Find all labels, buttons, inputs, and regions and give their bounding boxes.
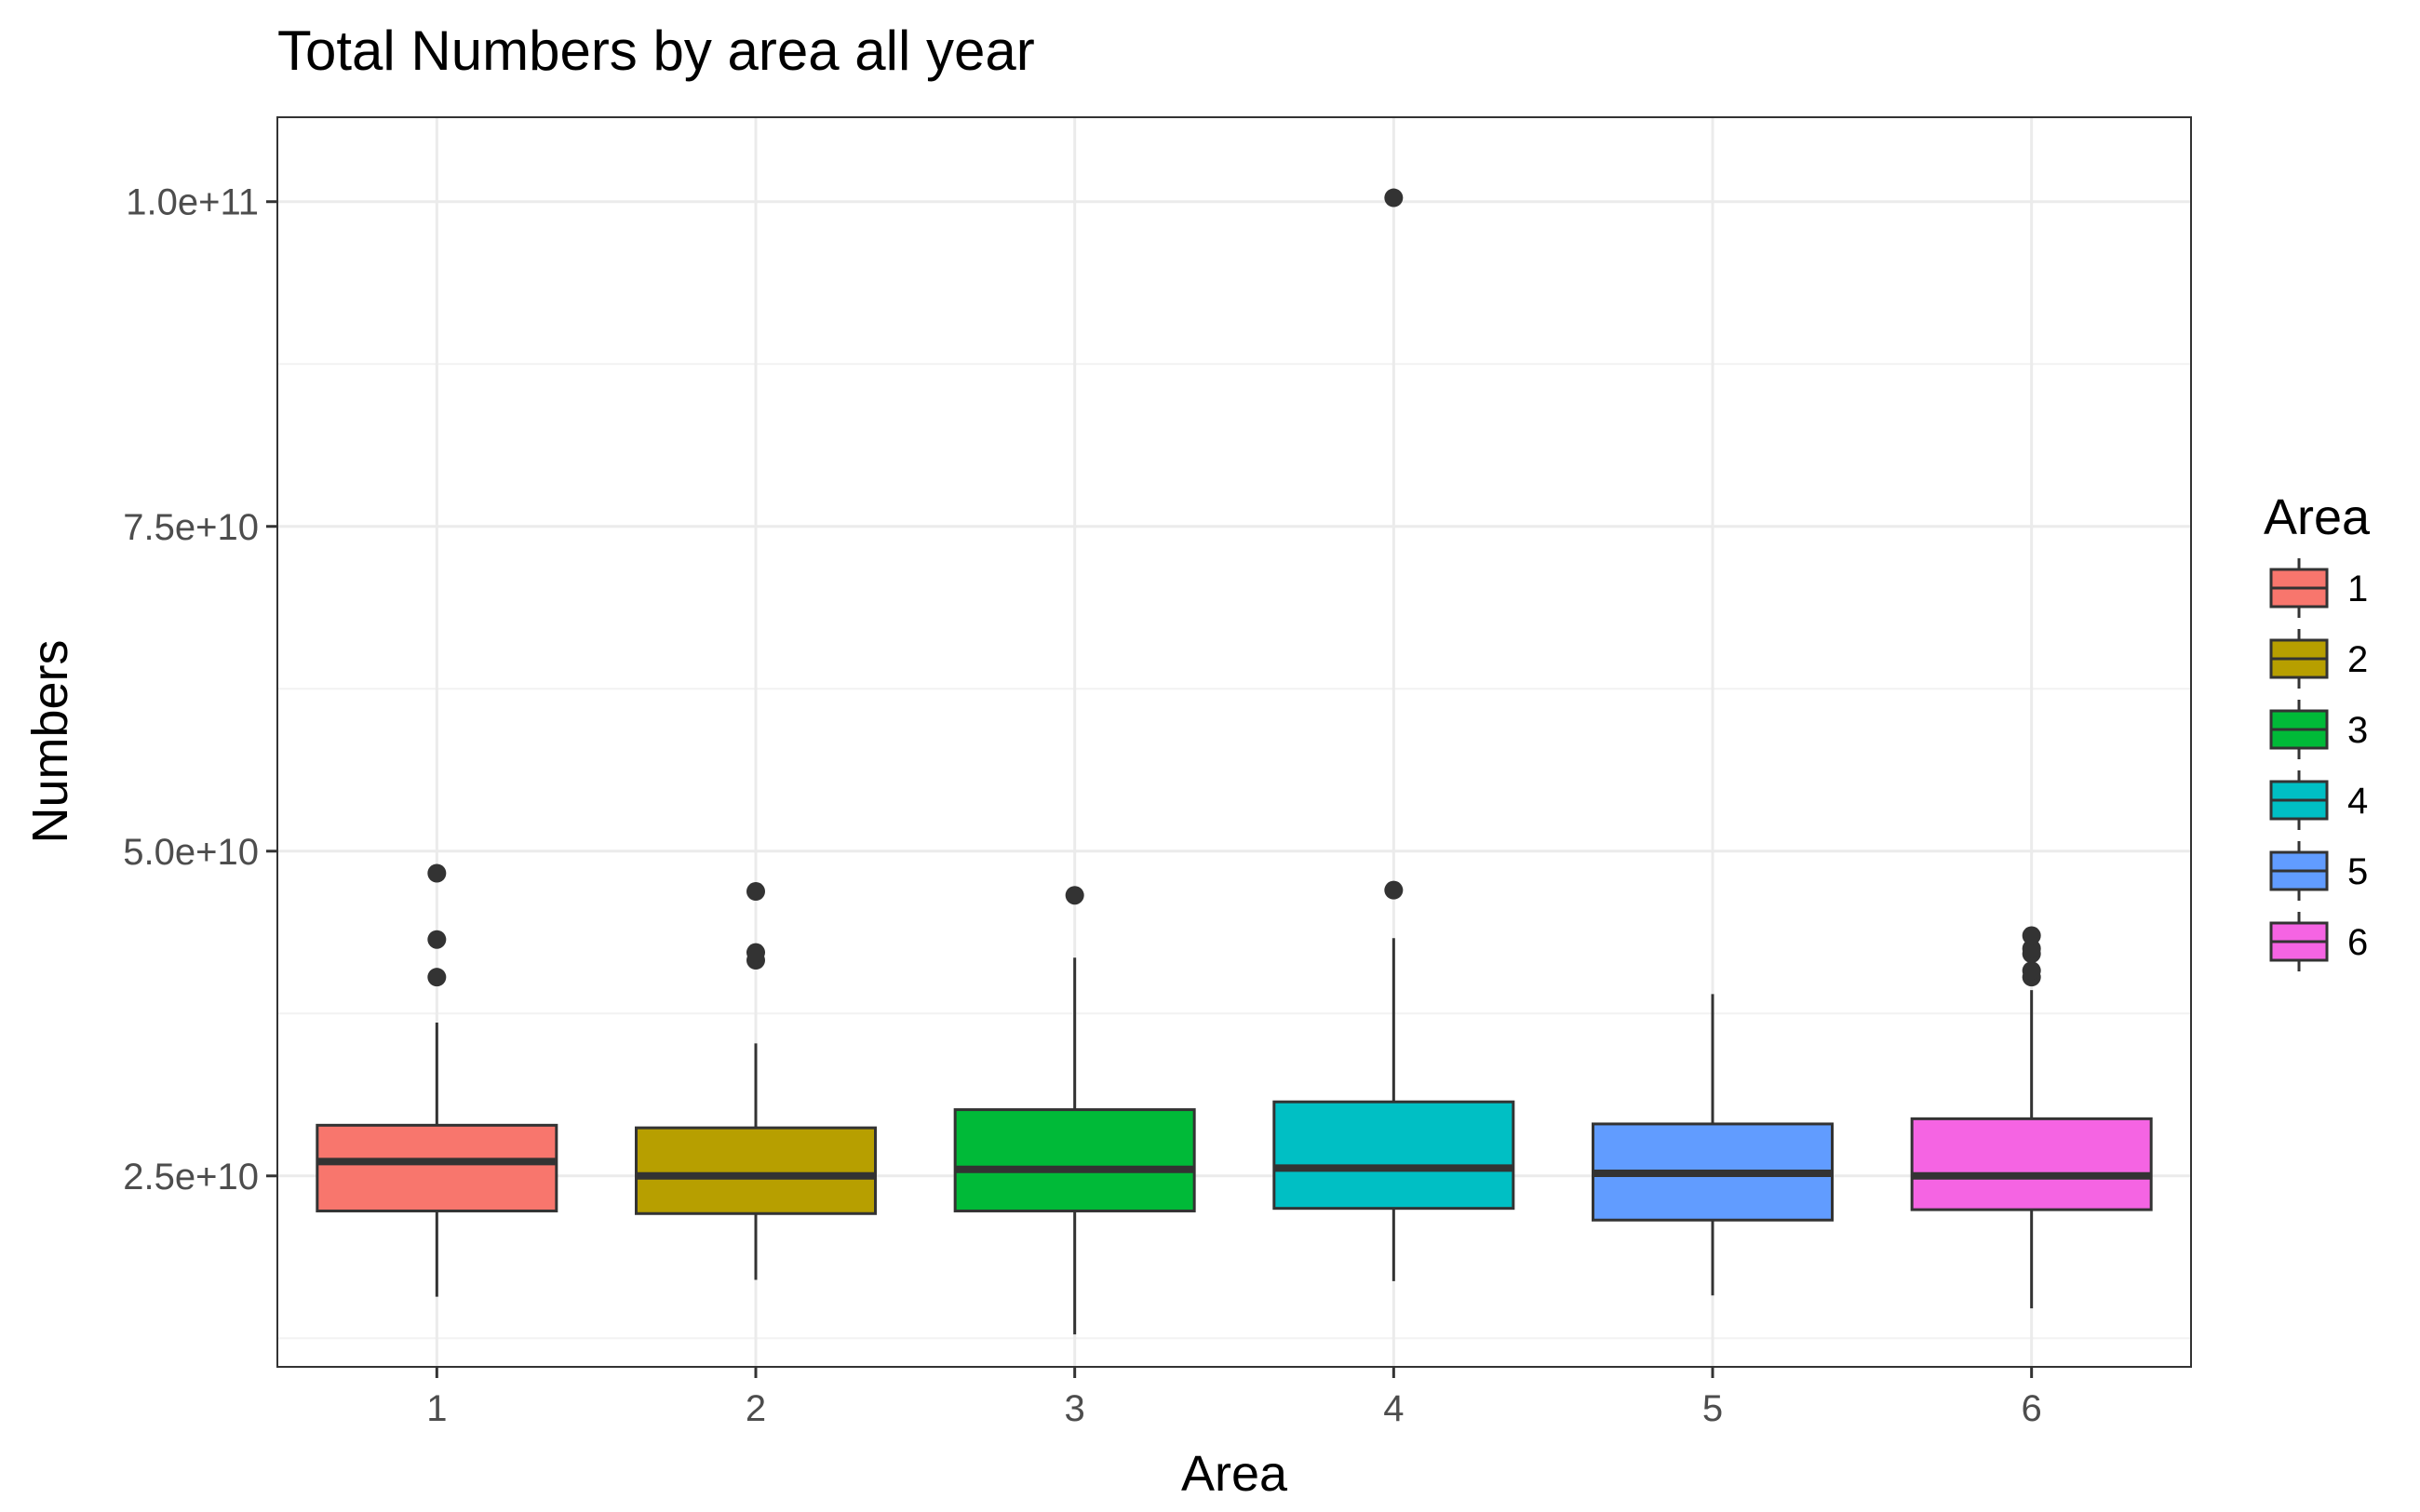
box (1272, 1100, 1515, 1211)
box (1910, 1117, 2153, 1211)
box-group-6 (1910, 926, 2153, 1309)
legend-item-4: 4 (2269, 770, 2368, 830)
y-tick-label: 5.0e+10 (123, 832, 259, 873)
outlier-point (1384, 880, 1404, 900)
legend-label: 3 (2347, 710, 2368, 751)
box (953, 1108, 1196, 1212)
outlier-point (746, 943, 765, 962)
x-tick-label: 2 (746, 1388, 766, 1429)
chart-title: Total Numbers by area all year (277, 20, 1035, 82)
x-tick-label: 6 (2022, 1388, 2042, 1429)
legend-label: 5 (2347, 851, 2368, 892)
outlier-point (2022, 939, 2041, 958)
legend-title: Area (2264, 489, 2371, 545)
outlier-point (1384, 188, 1404, 207)
x-tick-label: 3 (1065, 1388, 1085, 1429)
y-tick-label: 7.5e+10 (123, 507, 259, 548)
outlier-point (1065, 886, 1084, 905)
box-group-5 (1592, 994, 1834, 1296)
legend-label: 2 (2347, 639, 2368, 680)
legend-item-1: 1 (2269, 558, 2368, 618)
legend: Area 1 2 3 4 5 6 (2264, 489, 2371, 971)
boxes (316, 188, 2153, 1335)
box-group-3 (953, 886, 1196, 1335)
x-tick-label: 4 (1383, 1388, 1404, 1429)
legend-item-6: 6 (2269, 912, 2368, 971)
outlier-point (427, 968, 447, 987)
outlier-point (427, 930, 447, 949)
legend-item-5: 5 (2269, 841, 2368, 901)
outlier-point (427, 863, 447, 883)
x-axis-title: Area (1181, 1446, 1288, 1502)
plot-border (276, 116, 2192, 1368)
legend-item-2: 2 (2269, 629, 2368, 689)
plot-panel (277, 117, 2191, 1367)
x-tick-label: 5 (1702, 1388, 1723, 1429)
y-axis: 2.5e+10 5.0e+10 7.5e+10 1.0e+11 (123, 182, 277, 1198)
legend-item-3: 3 (2269, 700, 2368, 759)
y-tick-label: 2.5e+10 (123, 1157, 259, 1198)
x-tick-label: 1 (426, 1388, 447, 1429)
legend-label: 1 (2347, 569, 2368, 609)
legend-label: 6 (2347, 922, 2368, 963)
x-axis: 1 2 3 4 5 6 (426, 1367, 2042, 1429)
legend-label: 4 (2347, 781, 2368, 822)
box (316, 1123, 558, 1212)
box (635, 1126, 877, 1215)
outlier-point (2022, 961, 2041, 981)
outlier-point (746, 882, 765, 902)
box-group-2 (635, 882, 877, 1280)
outlier-point (2022, 926, 2041, 945)
box-group-1 (316, 863, 558, 1297)
y-tick-label: 1.0e+11 (126, 182, 259, 223)
y-axis-title: Numbers (22, 639, 78, 843)
box-group-4 (1272, 188, 1515, 1281)
